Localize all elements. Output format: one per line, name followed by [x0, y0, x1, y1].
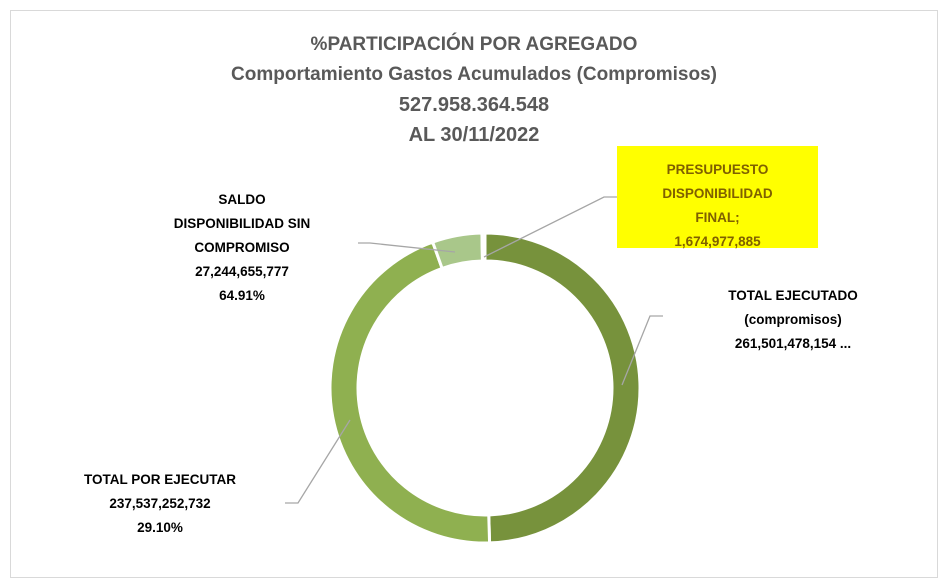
value-label: 261,501,478,154 ... — [734, 336, 852, 351]
value-label: 237,537,252,732 — [109, 496, 211, 511]
annotation: 527.958.364.548 — [398, 94, 550, 116]
percent-label: 29.10% — [137, 520, 183, 535]
value-label: 27,244,655,777 — [195, 264, 289, 279]
leader-line — [483, 196, 617, 258]
chart-title: %PARTICIPACIÓN POR AGREGADO — [310, 34, 638, 55]
category-label: TOTAL EJECUTADO (compromisos) — [728, 288, 858, 327]
chart-subtitle: Comportamiento Gastos Acumulados (Compro… — [231, 64, 717, 85]
leader-line — [621, 315, 663, 386]
data-label: TOTAL EJECUTADO (compromisos) 261,501,47… — [693, 284, 893, 356]
category-label: SALDO DISPONIBILIDAD SIN COMPROMISO — [173, 192, 311, 255]
category-label: PRESUPUESTO DISPONIBILIDAD FINAL; — [662, 162, 773, 225]
chart-border — [10, 10, 938, 578]
annotation: AL 30/11/2022 — [408, 124, 540, 146]
leader-line — [358, 242, 456, 253]
data-label: PRESUPUESTO DISPONIBILIDAD FINAL; 1,674,… — [617, 146, 818, 249]
leader-line — [285, 419, 351, 504]
percent-label: 64.91% — [219, 288, 265, 303]
data-label: SALDO DISPONIBILIDAD SIN COMPROMISO 27,2… — [167, 188, 317, 308]
value-label: 1,674,977,885 — [674, 234, 761, 249]
data-label: TOTAL POR EJECUTAR 237,537,252,732 29.10… — [40, 468, 280, 540]
category-label: TOTAL POR EJECUTAR — [83, 472, 236, 487]
donut-segment — [480, 231, 487, 263]
